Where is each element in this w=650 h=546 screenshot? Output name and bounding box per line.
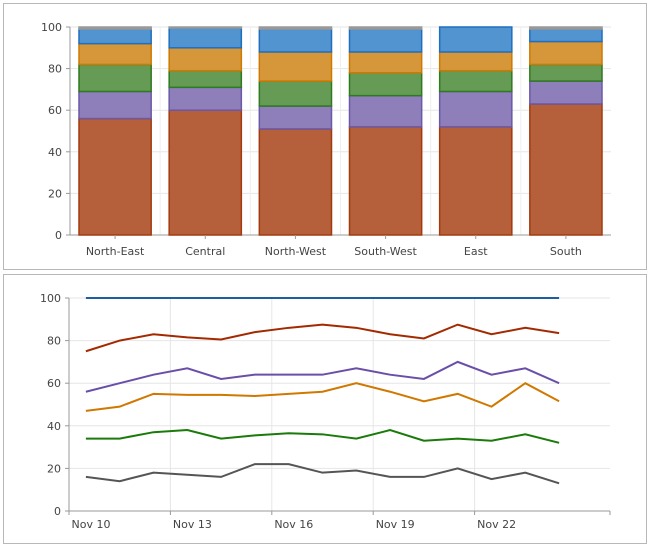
- x-tick-label: Nov 16: [274, 518, 313, 531]
- bar-segment: [348, 28, 423, 53]
- series-line: [85, 360, 560, 393]
- stacked-bar-chart: 0 20 40 60 80 100 North-East Central North-West S…: [41, 21, 611, 258]
- x-tick-label: South-West: [354, 245, 417, 258]
- bar-segment: [529, 26, 603, 30]
- bar-segment: [348, 26, 423, 30]
- bar-segment: [258, 51, 333, 82]
- bar-segment: [438, 26, 513, 53]
- bar-segment: [168, 109, 243, 236]
- y-tick-label: 20: [47, 462, 61, 475]
- bar-segment: [348, 51, 423, 74]
- y-tick-label: 0: [55, 229, 62, 242]
- bar-segment: [258, 80, 333, 107]
- series-line: [85, 382, 560, 412]
- bar-segment: [168, 86, 243, 111]
- series-line: [85, 463, 560, 485]
- bar-segment: [438, 126, 513, 236]
- y-tick-label: 60: [47, 377, 61, 390]
- y-tick-label: 80: [48, 63, 62, 76]
- bar-segment: [78, 90, 152, 120]
- x-tick-label: Nov 19: [376, 518, 415, 531]
- y-tick-label: 20: [48, 187, 62, 200]
- bar-segment: [258, 28, 333, 53]
- bar-segment: [78, 42, 152, 66]
- bar-segment: [258, 128, 333, 236]
- bar-segment: [438, 51, 513, 72]
- x-tick-label: Nov 22: [477, 518, 516, 531]
- bar-segment: [438, 69, 513, 93]
- bar-segment: [78, 28, 152, 45]
- bar-segment: [529, 63, 603, 82]
- y-tick-label: 40: [48, 146, 62, 159]
- bar-segment: [168, 27, 243, 49]
- bar-segment: [438, 90, 513, 128]
- y-tick-label: 100: [41, 21, 62, 34]
- bar-segment: [348, 72, 423, 97]
- x-tick-label: North-West: [265, 245, 327, 258]
- bar-segment: [78, 117, 152, 236]
- bar-segment: [348, 94, 423, 128]
- bar-segment: [529, 28, 603, 43]
- y-tick-label: 0: [54, 505, 61, 518]
- bar-segment: [258, 105, 333, 130]
- line-chart-panel: 0 20 40 60 80 100 Nov 10 Nov 13 Nov 16 Nov 19 Nov …: [3, 274, 647, 544]
- bar-segment: [168, 47, 243, 72]
- bar-segment: [168, 26, 243, 29]
- x-tick-label: South: [550, 245, 582, 258]
- bar-segment: [78, 26, 152, 30]
- bar-segment: [78, 63, 152, 93]
- line-chart: 0 20 40 60 80 100 Nov 10 Nov 13 Nov 16 Nov 19 Nov …: [40, 292, 611, 531]
- x-tick-label: North-East: [86, 245, 145, 258]
- bar-segment: [258, 26, 333, 30]
- x-tick-label: Nov 13: [173, 518, 212, 531]
- bar-segment: [348, 126, 423, 236]
- x-tick-label: Nov 10: [72, 518, 111, 531]
- bar-segment: [529, 40, 603, 66]
- bar-segment: [529, 80, 603, 105]
- y-tick-label: 60: [48, 104, 62, 117]
- bar-segment: [529, 103, 603, 236]
- x-tick-label: East: [464, 245, 488, 258]
- y-tick-label: 100: [40, 292, 61, 305]
- x-tick-label: Central: [185, 245, 225, 258]
- y-tick-label: 80: [47, 335, 61, 348]
- stacked-bar-chart-panel: 0 20 40 60 80 100 North-East Central North-West S…: [3, 3, 647, 270]
- series-line: [85, 429, 560, 444]
- series-line: [85, 323, 560, 353]
- bar-segment: [168, 69, 243, 89]
- y-tick-label: 40: [47, 420, 61, 433]
